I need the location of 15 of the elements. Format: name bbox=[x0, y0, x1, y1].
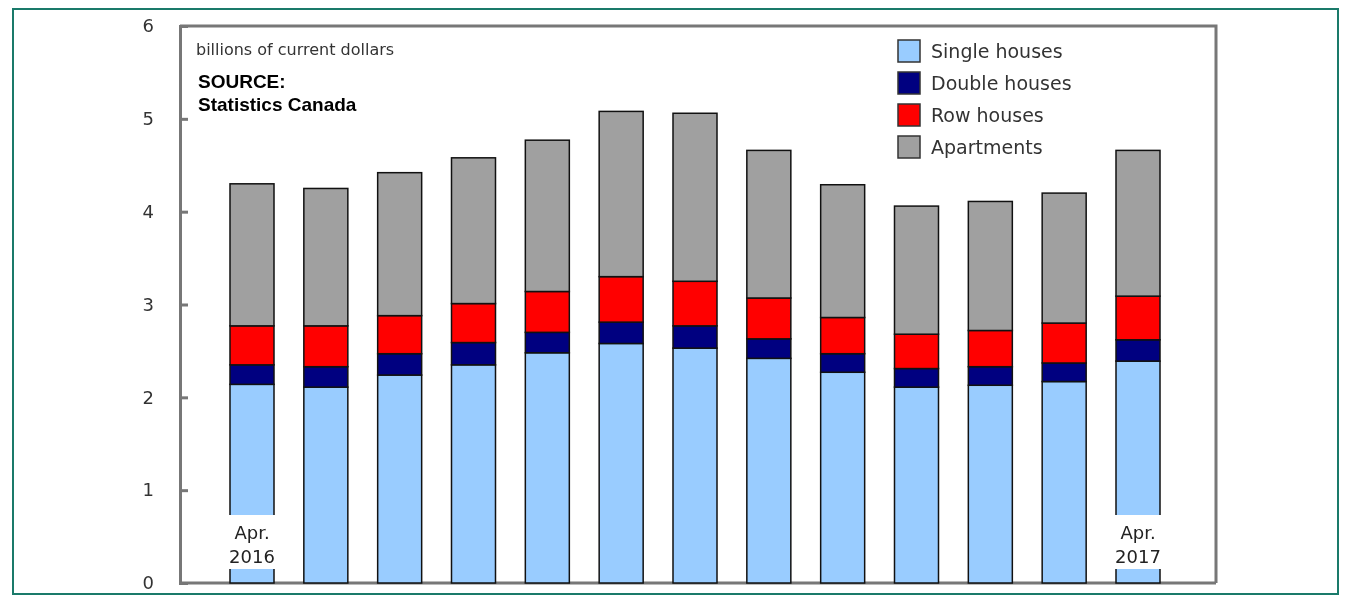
y-tick-label: 1 bbox=[142, 479, 154, 501]
y-tick-label: 6 bbox=[142, 15, 154, 37]
x-tick-label: Apr. 2016 bbox=[229, 522, 275, 567]
y-tick-label: 4 bbox=[142, 200, 154, 222]
y-tick-label: 3 bbox=[142, 293, 154, 315]
annotation: SOURCE: Statistics Canada bbox=[198, 71, 357, 115]
x-tick-label: Apr. 2017 bbox=[1115, 522, 1161, 567]
legend-label: Single houses bbox=[931, 40, 1063, 62]
y-tick-label: 5 bbox=[142, 108, 154, 130]
legend-label: Row houses bbox=[931, 104, 1044, 126]
legend-label: Apartments bbox=[931, 136, 1043, 158]
y-tick-label: 2 bbox=[142, 386, 154, 408]
legend-label: Double houses bbox=[931, 72, 1072, 94]
y-tick-label: 0 bbox=[142, 572, 154, 594]
y-axis-title: billions of current dollars bbox=[196, 40, 395, 59]
